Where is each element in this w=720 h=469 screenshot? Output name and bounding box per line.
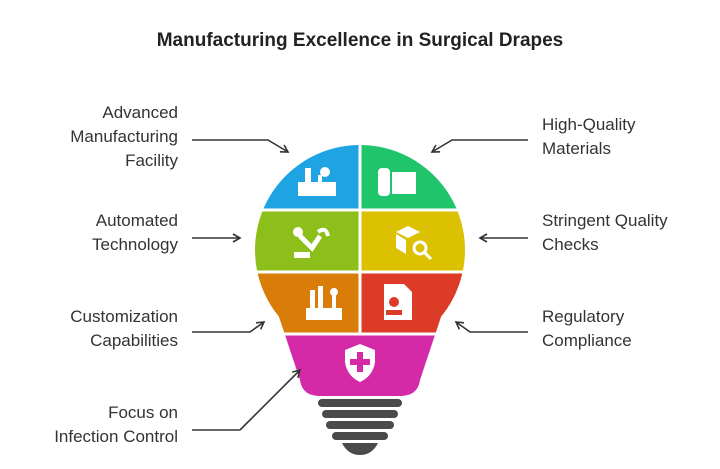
icons bbox=[293, 167, 433, 382]
bulb-segment bbox=[255, 210, 360, 272]
label-line: Focus on bbox=[108, 403, 178, 422]
label-line: Facility bbox=[125, 151, 178, 170]
label-line: Materials bbox=[542, 139, 611, 158]
arrow bbox=[239, 368, 302, 431]
screw bbox=[318, 399, 402, 455]
node-label: Regulatory Compliance bbox=[542, 307, 632, 350]
label-line: Regulatory bbox=[542, 307, 625, 326]
arrow bbox=[454, 321, 528, 333]
bulb-gaps bbox=[240, 140, 480, 336]
arrow bbox=[192, 321, 266, 333]
label-line: Manufacturing bbox=[70, 127, 178, 146]
label-line: Customization bbox=[70, 307, 178, 326]
bulb-segment bbox=[255, 145, 360, 210]
label-line: Automated bbox=[96, 211, 178, 230]
node-label: High-Quality Materials bbox=[542, 115, 636, 158]
label-line: Advanced bbox=[102, 103, 178, 122]
label-line: Stringent Quality bbox=[542, 211, 668, 230]
bulb-segment bbox=[360, 272, 465, 334]
node-label: Advanced Manufacturing Facility bbox=[70, 103, 178, 170]
node-label: Customization Capabilities bbox=[70, 307, 178, 350]
label-line: Checks bbox=[542, 235, 599, 254]
node-label: Automated Technology bbox=[92, 211, 179, 254]
node-label: Focus on Infection Control bbox=[54, 403, 178, 446]
label-line: Capabilities bbox=[90, 331, 178, 350]
bulb-segment bbox=[255, 272, 360, 334]
label-line: Technology bbox=[92, 235, 179, 254]
arrow bbox=[430, 139, 528, 153]
label-line: Infection Control bbox=[54, 427, 178, 446]
arrow bbox=[192, 139, 290, 153]
bulb-segment bbox=[360, 210, 465, 272]
label-line: High-Quality bbox=[542, 115, 636, 134]
label-line: Compliance bbox=[542, 331, 632, 350]
title: Manufacturing Excellence in Surgical Dra… bbox=[157, 30, 564, 51]
node-label: Stringent Quality Checks bbox=[542, 211, 668, 254]
